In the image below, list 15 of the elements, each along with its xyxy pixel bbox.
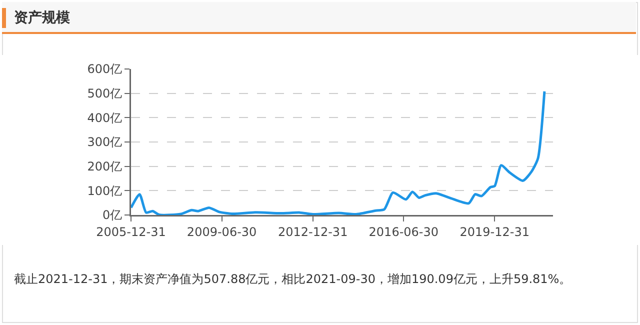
y-tick-label: 300亿: [87, 135, 122, 150]
y-tick-label: 400亿: [87, 110, 122, 125]
text: 截止2021-12-31，期末资产净值为507.88亿元，相比2021-09-30，增加190.09亿元，上升59.81%。: [14, 271, 572, 288]
y-tick-label: 0亿: [102, 208, 122, 222]
x-tick-label: 2012-12-31: [278, 224, 348, 239]
x-tick-label: 2016-06-30: [368, 224, 439, 239]
y-tick-label: 200亿: [87, 160, 122, 174]
y-tick-label: 600亿: [87, 62, 122, 76]
x-tick-label: 2005-12-31: [96, 224, 166, 239]
y-tick-label: 100亿: [87, 184, 122, 198]
y-tick-label: 500亿: [87, 86, 122, 101]
line-series: [131, 90, 546, 215]
chart-title: 资产规模: [14, 9, 70, 27]
x-tick-label: 2009-06-30: [186, 224, 257, 239]
x-tick-label: 2019-12-31: [460, 224, 530, 239]
